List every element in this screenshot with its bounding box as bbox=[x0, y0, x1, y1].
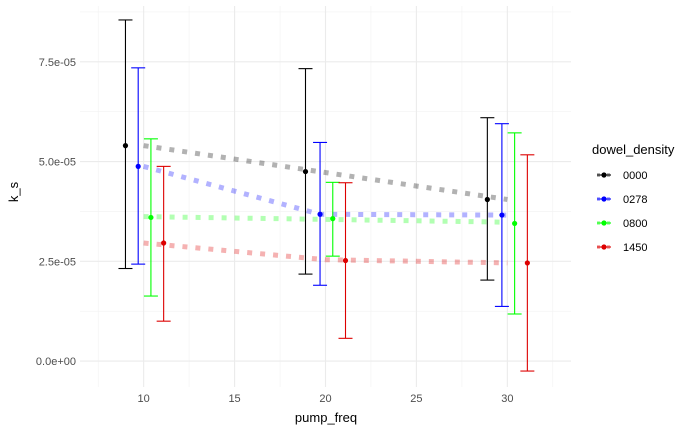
legend: dowel_density 0000 0278 0800 1450 bbox=[592, 142, 675, 254]
trend-line-0800 bbox=[143, 214, 508, 225]
y-tick-label: 7.5e-05 bbox=[39, 57, 76, 69]
point-1450 bbox=[524, 260, 530, 266]
x-axis-title: pump_freq bbox=[295, 410, 357, 425]
legend-label-1450: 1450 bbox=[623, 242, 647, 254]
point-1450 bbox=[161, 240, 167, 246]
x-tick-label: 30 bbox=[501, 393, 513, 405]
legend-label-0800: 0800 bbox=[623, 218, 647, 230]
point-0278 bbox=[135, 163, 141, 169]
x-tick-label: 20 bbox=[319, 393, 331, 405]
point-0000 bbox=[122, 143, 129, 149]
data-points bbox=[122, 143, 530, 266]
point-1450 bbox=[342, 257, 349, 264]
point-0800 bbox=[512, 220, 518, 227]
legend-key-point-0278 bbox=[601, 196, 607, 202]
legend-key-point-1450 bbox=[601, 244, 607, 250]
x-tick-label: 10 bbox=[138, 393, 150, 405]
legend-key-point-0000 bbox=[601, 172, 607, 178]
legend-label-0000: 0000 bbox=[623, 170, 647, 182]
trend-line-1450 bbox=[143, 240, 508, 266]
point-0800 bbox=[330, 216, 336, 222]
y-tick-label: 5.0e-05 bbox=[39, 157, 76, 169]
y-tick-label: 0.0e+00 bbox=[36, 356, 76, 368]
point-0000 bbox=[484, 196, 490, 203]
legend-title: dowel_density bbox=[592, 142, 675, 157]
legend-keys: 0000 0278 0800 1450 bbox=[597, 170, 647, 254]
x-axis-ticks: 10 15 20 25 30 bbox=[138, 393, 514, 405]
point-0000 bbox=[302, 168, 309, 175]
legend-label-0278: 0278 bbox=[623, 194, 647, 206]
point-0800 bbox=[148, 214, 154, 221]
y-axis-title: k_s bbox=[6, 181, 21, 202]
x-tick-label: 15 bbox=[228, 393, 240, 405]
x-tick-label: 25 bbox=[410, 393, 422, 405]
trend-line-0000 bbox=[143, 143, 508, 202]
point-0278 bbox=[499, 212, 505, 218]
legend-key-point-0800 bbox=[601, 220, 607, 226]
y-axis-ticks: 0.0e+00 2.5e-05 5.0e-05 7.5e-05 bbox=[36, 57, 76, 368]
grid-major bbox=[80, 6, 571, 387]
y-tick-label: 2.5e-05 bbox=[39, 256, 76, 268]
point-0278 bbox=[317, 211, 323, 217]
